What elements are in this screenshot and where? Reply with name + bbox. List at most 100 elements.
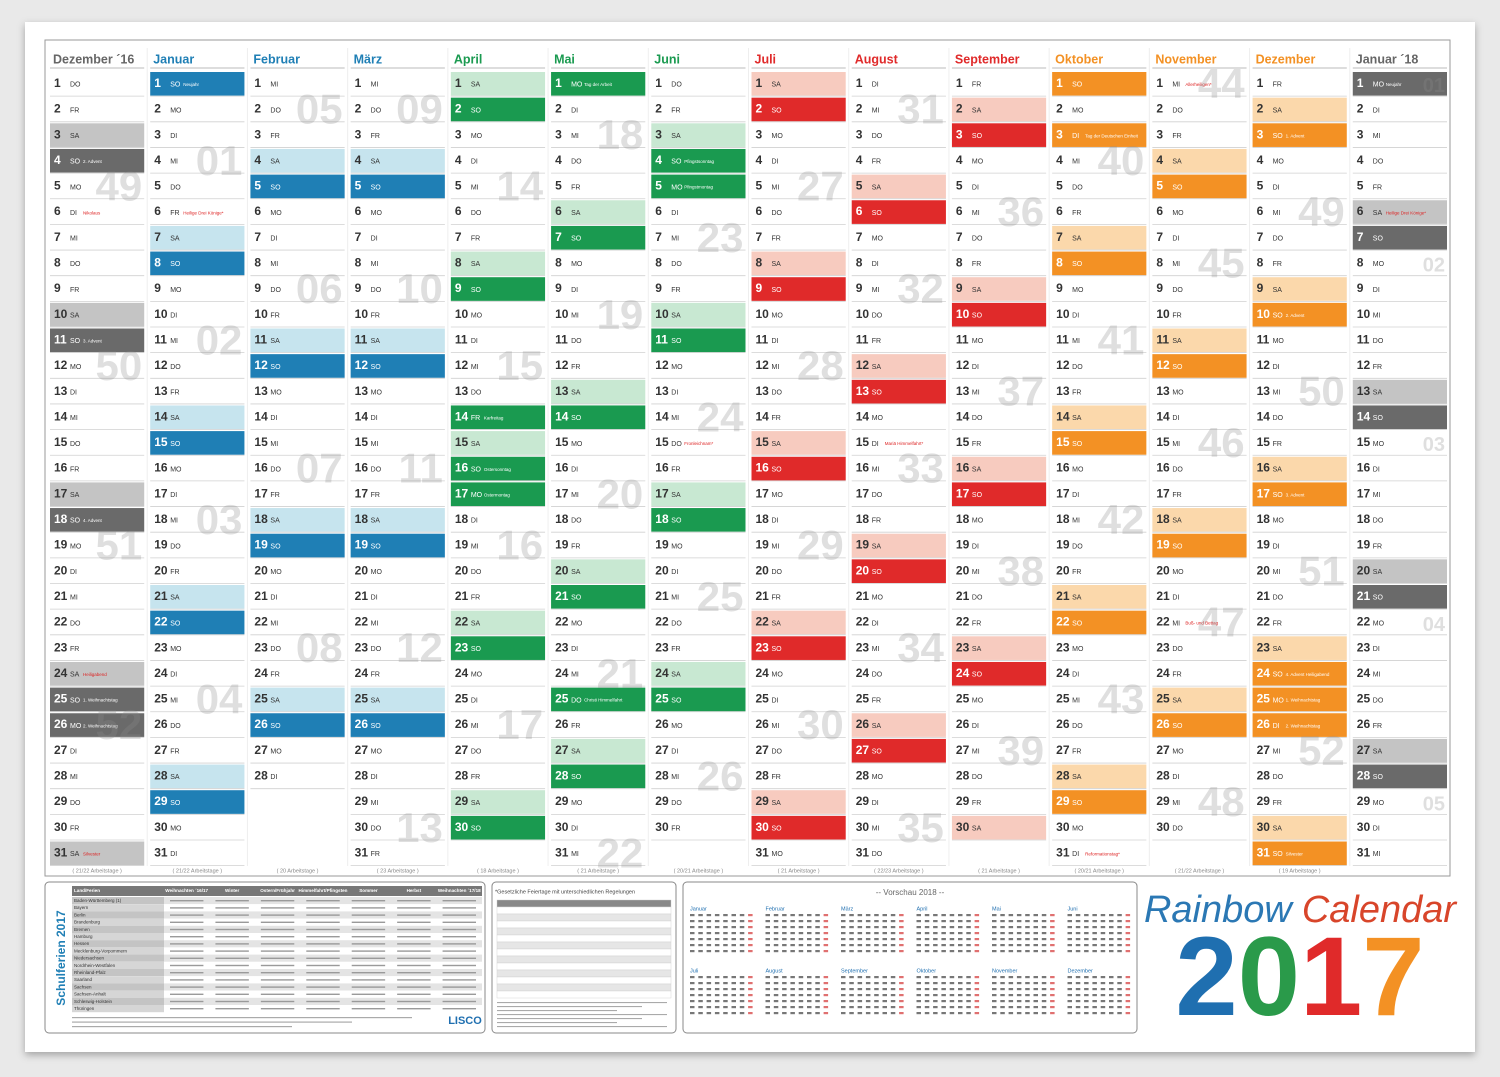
day-number: 11 bbox=[956, 332, 969, 346]
week-number: 21 bbox=[597, 650, 644, 697]
day-fill bbox=[350, 354, 445, 378]
preview-day bbox=[1050, 1012, 1055, 1015]
preview-day bbox=[974, 914, 980, 917]
preview-day bbox=[1041, 1000, 1047, 1003]
weekday: MO bbox=[772, 492, 784, 499]
preview-day bbox=[823, 938, 829, 941]
day-fill bbox=[250, 713, 345, 737]
preview-day bbox=[941, 938, 946, 941]
day-number: 6 bbox=[455, 204, 462, 218]
preview-day bbox=[782, 932, 787, 935]
weekday: SO bbox=[972, 672, 983, 679]
preview-day bbox=[849, 926, 854, 929]
table-cell-text bbox=[397, 914, 431, 916]
day-number: 17 bbox=[1357, 486, 1371, 500]
day-number: 23 bbox=[756, 640, 770, 654]
day-number: 9 bbox=[54, 281, 61, 295]
day-number: 13 bbox=[455, 384, 469, 398]
preview-day bbox=[807, 976, 812, 979]
holiday-label: Neujahr bbox=[1386, 82, 1402, 87]
day-number: 9 bbox=[154, 281, 161, 295]
day-fill bbox=[1352, 379, 1447, 404]
weekday: SA bbox=[1373, 749, 1383, 756]
table-cell-text bbox=[260, 950, 295, 952]
preview-day bbox=[899, 920, 904, 923]
weekday: FR bbox=[1072, 389, 1081, 396]
day-number: 18 bbox=[455, 512, 469, 526]
preview-day bbox=[1092, 994, 1097, 997]
day-fill bbox=[1152, 328, 1247, 353]
logo-title: Rainbow Calendar bbox=[1144, 889, 1457, 931]
preview-day bbox=[992, 1006, 997, 1009]
preview-day bbox=[739, 982, 745, 985]
week-number: 07 bbox=[296, 445, 343, 492]
weekday: SO bbox=[270, 184, 281, 191]
weekday: DI bbox=[70, 389, 77, 396]
preview-day bbox=[782, 926, 787, 929]
day-number: 7 bbox=[154, 230, 161, 244]
week-number: 45 bbox=[1198, 239, 1245, 286]
day-number: 30 bbox=[555, 820, 569, 834]
weekday: FR bbox=[1172, 133, 1181, 140]
table-cell-text bbox=[306, 957, 340, 959]
day-number: 24 bbox=[1257, 666, 1271, 680]
day-number: 1 bbox=[1257, 76, 1264, 90]
day-number: 10 bbox=[555, 307, 569, 321]
day-number: 18 bbox=[1257, 512, 1271, 526]
weekday: FR bbox=[872, 159, 881, 166]
day-number: 14 bbox=[1056, 409, 1070, 423]
logo-digit: 7 bbox=[1362, 914, 1424, 1039]
day-number: 14 bbox=[1156, 409, 1170, 423]
day-number: 2 bbox=[455, 102, 462, 116]
preview-day bbox=[882, 950, 887, 953]
day-number: 6 bbox=[154, 204, 161, 218]
day-number: 6 bbox=[254, 204, 261, 218]
day-number: 6 bbox=[856, 204, 863, 218]
day-number: 16 bbox=[856, 461, 870, 475]
weekday: DI bbox=[270, 415, 277, 422]
day-number: 11 bbox=[1056, 332, 1069, 346]
holiday-footnote-line bbox=[497, 1002, 667, 1004]
preview-day bbox=[773, 994, 779, 997]
day-number: 16 bbox=[254, 461, 268, 475]
weekday: SA bbox=[1373, 389, 1383, 396]
day-number: 31 bbox=[756, 845, 770, 859]
preview-day bbox=[739, 994, 745, 997]
day-fill bbox=[1352, 585, 1447, 609]
day-number: 19 bbox=[856, 538, 870, 552]
table-cell-text bbox=[170, 993, 204, 995]
preview-day bbox=[949, 932, 955, 935]
day-fill bbox=[50, 713, 145, 737]
table-cell-text bbox=[397, 957, 431, 959]
preview-day bbox=[1117, 932, 1122, 935]
table-cell-text bbox=[215, 921, 249, 923]
day-number: 12 bbox=[856, 358, 870, 372]
day-number: 7 bbox=[455, 230, 462, 244]
preview-day bbox=[823, 1012, 829, 1015]
table-cell-text bbox=[170, 943, 204, 945]
weekday: MI bbox=[371, 261, 379, 268]
preview-day bbox=[690, 1012, 695, 1015]
preview-day bbox=[1067, 1000, 1072, 1003]
preview-day bbox=[748, 976, 753, 979]
day-number: 1 bbox=[1357, 76, 1364, 90]
state-name: Niedersachsen bbox=[74, 956, 105, 961]
weekday: MI bbox=[972, 749, 980, 756]
preview-day bbox=[1008, 950, 1014, 953]
weekday: DI bbox=[972, 184, 979, 191]
holiday-label: Ostermontag bbox=[484, 492, 511, 497]
day-number: 15 bbox=[254, 435, 268, 449]
preview-day bbox=[916, 988, 921, 991]
preview-day bbox=[857, 926, 863, 929]
holiday-label: 4. Advent bbox=[83, 518, 103, 523]
day-number: 14 bbox=[555, 409, 569, 423]
preview-day bbox=[690, 914, 695, 917]
day-fill bbox=[551, 687, 646, 712]
preview-day bbox=[966, 1000, 971, 1003]
weekday: DO bbox=[70, 82, 81, 89]
weekday: FR bbox=[371, 851, 380, 858]
preview-day bbox=[739, 1006, 745, 1009]
day-number: 2 bbox=[54, 102, 61, 116]
preview-day bbox=[723, 914, 728, 917]
preview-day bbox=[1025, 920, 1030, 923]
